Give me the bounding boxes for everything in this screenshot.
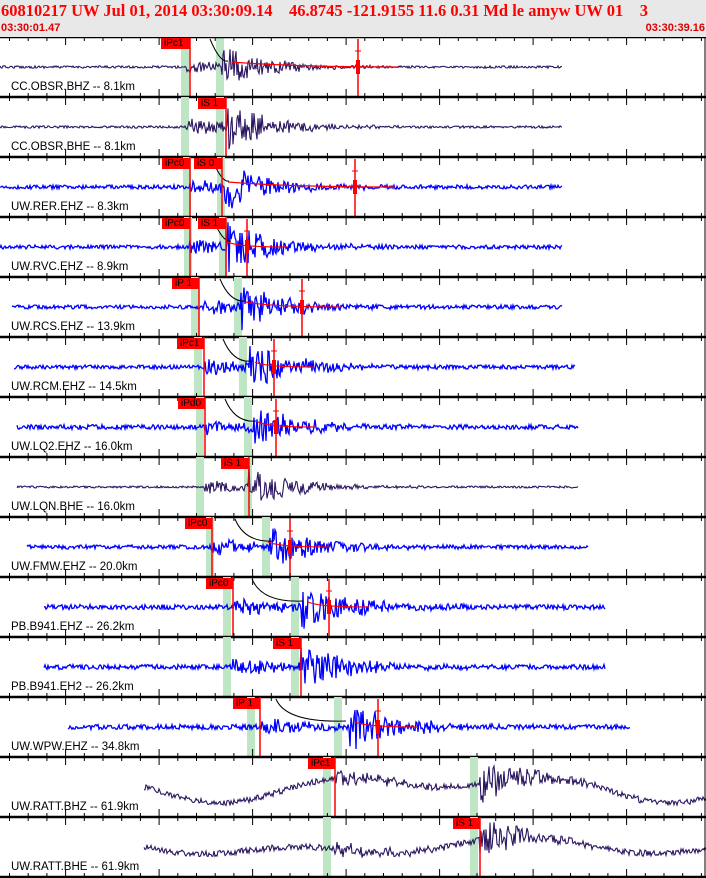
arrival-curve: [219, 278, 247, 302]
seismogram-plot[interactable]: iPc1 CC.OBSR.BHZ -- 8.1km iS 1 CC.OBSR.BHE …: [0, 37, 706, 878]
coda-marker-box: [327, 600, 331, 614]
station-label: PB.B941.EHZ -- 26.2km: [11, 621, 135, 633]
pick-label[interactable]: iPc0: [185, 518, 212, 529]
pick-label[interactable]: iPc1: [308, 758, 335, 769]
waveform-uw-lqn-bhe: [16, 465, 579, 501]
waveform-uw-rer-ehz: [0, 170, 563, 209]
pick-label[interactable]: iP 1: [172, 278, 199, 289]
s-window: [219, 217, 227, 277]
station-label: UW.WPW.EHZ -- 34.8km: [11, 741, 140, 753]
s-window: [216, 97, 224, 157]
waveform-uw-rcm-ehz: [13, 346, 576, 385]
pick-label[interactable]: iS 1: [273, 638, 301, 649]
coda-marker-box: [356, 60, 360, 74]
coda-marker-box: [274, 420, 278, 434]
station-label: UW.LQN.BHE -- 16.0km: [11, 501, 135, 513]
pick-label[interactable]: iPd0: [178, 398, 205, 409]
coda-marker-box: [353, 180, 357, 194]
coda-marker-box: [245, 240, 249, 254]
pick-label[interactable]: iS 1: [198, 98, 226, 109]
coda-decay-line: [231, 61, 399, 68]
p-window: [323, 817, 331, 877]
waveform-pb-b941-eh2: [43, 647, 606, 684]
station-label: UW.RATT.BHE -- 61.9km: [11, 861, 140, 873]
coda-marker-box: [376, 720, 380, 734]
arrival-curve: [251, 578, 304, 602]
s-window: [470, 817, 478, 877]
pick-label[interactable]: iPc1: [177, 338, 204, 349]
station-label: UW.RATT.BHZ -- 61.9km: [11, 801, 139, 813]
p-window: [323, 757, 331, 817]
station-label: UW.FMW.EHZ -- 20.0km: [11, 561, 138, 573]
station-label: CC.OBSR.BHZ -- 8.1km: [11, 81, 135, 93]
pick-label[interactable]: iPc0: [206, 578, 233, 589]
pick-label[interactable]: iS 1: [221, 458, 249, 469]
station-label: PB.B941.EH2 -- 26.2km: [11, 681, 134, 693]
waveform-cc-obsr-bhe: [0, 108, 563, 150]
station-label: UW.LQ2.EHZ -- 16.0km: [11, 441, 133, 453]
s-window: [234, 277, 242, 337]
pick-label[interactable]: iS 1: [453, 818, 480, 829]
pick-label[interactable]: iPc0: [162, 218, 190, 229]
coda-decay-line: [244, 301, 343, 308]
pick-label[interactable]: iPc1: [161, 38, 190, 49]
s-window: [470, 757, 478, 817]
waveform-uw-rvc-ehz: [0, 222, 563, 273]
pick-label[interactable]: iP 1: [233, 698, 260, 709]
coda-marker-box: [272, 360, 276, 374]
station-label: CC.OBSR.BHE -- 8.1km: [11, 141, 136, 153]
trace-canvas[interactable]: [0, 37, 706, 878]
event-header: 60810217 UW Jul 01, 2014 03:30:09.14 46.…: [0, 0, 706, 37]
arrival-curve: [234, 518, 275, 542]
waveform-uw-rcs-ehz: [11, 287, 563, 331]
arrival-curve: [275, 698, 347, 722]
waveform-pb-b941-ehz: [43, 591, 606, 629]
coda-marker-box: [288, 540, 292, 554]
pick-label[interactable]: iS 1: [198, 218, 226, 229]
coda-decay-line: [227, 181, 396, 188]
coda-marker-box: [300, 300, 304, 314]
pick-label[interactable]: iS 0: [194, 158, 222, 169]
station-label: UW.RCS.EHZ -- 13.9km: [11, 321, 135, 333]
waveform-uw-ratt-bhe: [143, 822, 706, 859]
event-title: 60810217 UW Jul 01, 2014 03:30:09.14 46.…: [1, 1, 649, 20]
station-label: UW.RER.EHZ -- 8.3km: [11, 201, 129, 213]
arrival-curve: [209, 38, 229, 62]
station-label: UW.RCM.EHZ -- 14.5km: [11, 381, 137, 393]
waveform-uw-wpw-ehz: [67, 709, 631, 750]
arrival-curve: [224, 398, 257, 422]
window-start-time: 03:30:01.47: [1, 22, 61, 34]
pick-label[interactable]: iPc0: [162, 158, 190, 169]
waveform-uw-fmw-ehz: [26, 527, 589, 564]
station-label: UW.RVC.EHZ -- 8.9km: [11, 261, 129, 273]
s-window: [244, 457, 252, 517]
s-window: [216, 37, 224, 97]
waveform-cc-obsr-bhz: [0, 49, 563, 81]
waveform-uw-ratt-bhz: [143, 763, 706, 807]
arrival-curve: [222, 338, 252, 362]
p-window: [196, 397, 204, 457]
window-end-time: 03:30:39.16: [645, 22, 705, 34]
